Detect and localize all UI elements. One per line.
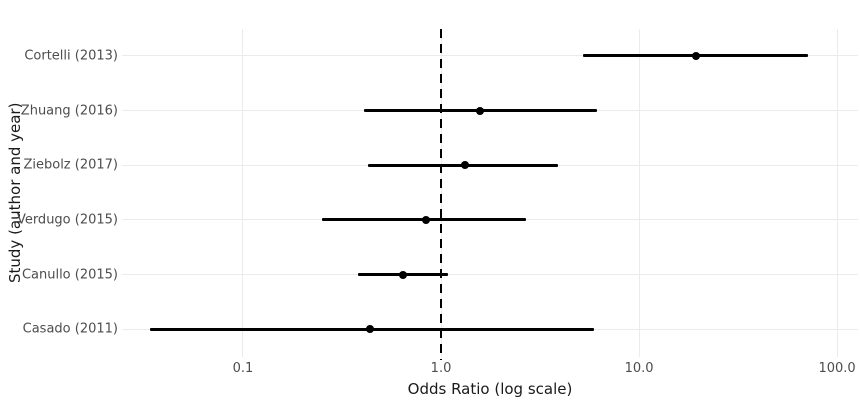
point-marker: [366, 325, 375, 334]
x-gridline: [836, 28, 838, 357]
x-tick-label: 100.0: [818, 361, 856, 376]
y-gridline: [122, 55, 858, 57]
x-gridline: [242, 28, 244, 357]
study-label: Verdugo (2015): [16, 212, 118, 228]
y-axis-title: Study (author and year): [6, 102, 24, 283]
x-tick-label: 0.1: [232, 361, 254, 376]
point-marker: [398, 270, 407, 279]
point-marker: [475, 106, 484, 115]
x-axis-title: Odds Ratio (log scale): [407, 380, 573, 398]
x-gridline: [638, 28, 640, 357]
study-label: Casado (2011): [22, 321, 118, 337]
point-marker: [692, 51, 701, 60]
x-tick-label: 1.0: [430, 361, 452, 376]
point-marker: [460, 161, 469, 170]
x-tick-label: 10.0: [624, 361, 654, 376]
study-label: Cortelli (2013): [24, 48, 118, 64]
study-label: Ziebolz (2017): [23, 157, 118, 173]
y-gridline: [122, 274, 858, 276]
point-marker: [422, 215, 431, 224]
study-label: Canullo (2015): [21, 267, 118, 283]
reference-line: [440, 28, 443, 360]
study-label: Zhuang (2016): [20, 103, 118, 119]
